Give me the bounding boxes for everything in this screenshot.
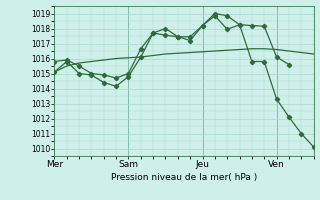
X-axis label: Pression niveau de la mer( hPa ): Pression niveau de la mer( hPa ) <box>111 173 257 182</box>
